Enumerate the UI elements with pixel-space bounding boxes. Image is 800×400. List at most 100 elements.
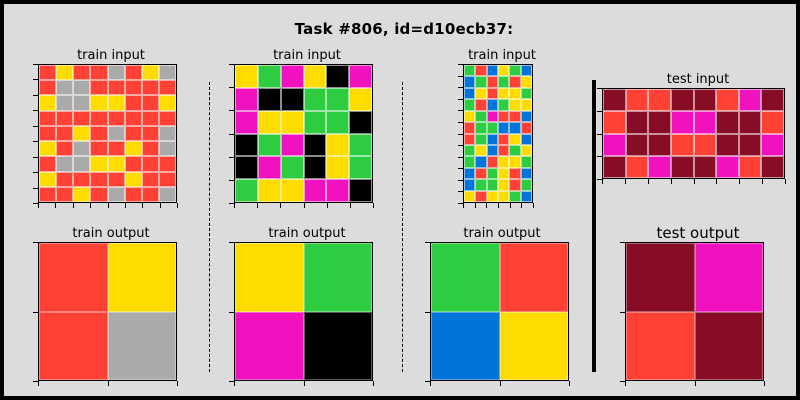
grid-cell — [475, 133, 487, 145]
grid-cell — [39, 80, 57, 96]
x-tick — [160, 203, 161, 208]
x-tick — [373, 203, 374, 208]
grid-cell — [39, 110, 57, 126]
grid-cell — [475, 144, 487, 157]
grid-cell — [107, 110, 125, 126]
grid-cell — [56, 95, 74, 111]
grid-cell — [464, 144, 476, 157]
grid-cell — [257, 156, 281, 180]
grid-cell — [107, 156, 125, 172]
grid-cell — [509, 156, 521, 168]
y-tick — [425, 312, 430, 313]
x-tick — [90, 203, 91, 208]
train-output-grid-2 — [234, 242, 373, 381]
figure-title: Task #806, id=d10ecb37: — [294, 20, 514, 38]
grid-cell — [349, 133, 372, 157]
grid-cell — [56, 141, 74, 157]
y-tick — [458, 203, 463, 204]
y-tick — [33, 141, 38, 142]
y-tick — [229, 134, 234, 135]
grid-cell — [603, 111, 626, 134]
grid-cell — [648, 89, 671, 112]
grid-cell — [90, 80, 108, 96]
grid-cell — [235, 110, 258, 134]
y-tick — [597, 88, 602, 89]
grid-cell — [509, 144, 521, 157]
grid-cell — [158, 110, 176, 126]
grid-cell — [738, 155, 762, 178]
y-tick — [33, 242, 38, 243]
grid-cell — [56, 171, 74, 187]
grid-cell — [303, 65, 327, 88]
grid-cell — [738, 133, 762, 156]
grid-cell — [694, 243, 763, 312]
grid-cell — [509, 167, 521, 180]
grid-cell — [670, 155, 694, 178]
grid-cell — [648, 133, 671, 156]
grid-cell — [90, 156, 108, 172]
grid-cell — [761, 111, 784, 134]
grid-cell — [520, 76, 532, 88]
x-tick — [280, 203, 281, 208]
grid-cell — [509, 179, 521, 191]
grid-cell — [509, 87, 521, 100]
grid-cell — [486, 76, 498, 88]
grid-cell — [625, 111, 649, 134]
grid-cell — [475, 167, 487, 180]
grid-cell — [56, 65, 74, 81]
grid-cell — [141, 125, 159, 142]
grid-cell — [90, 95, 108, 111]
grid-cell — [497, 144, 510, 157]
grid-cell — [56, 186, 74, 202]
grid-cell — [475, 179, 487, 191]
y-tick — [620, 381, 625, 382]
y-tick — [425, 381, 430, 382]
grid-cell — [326, 110, 350, 134]
x-tick — [510, 203, 511, 208]
grid-cell — [694, 311, 763, 380]
panel-label-train-output-3: train output — [463, 226, 541, 241]
grid-cell — [158, 186, 176, 202]
grid-cell — [39, 186, 57, 202]
grid-cell — [520, 167, 532, 180]
y-tick — [229, 157, 234, 158]
grid-cell — [73, 65, 91, 81]
y-tick — [620, 242, 625, 243]
grid-cell — [158, 65, 176, 81]
y-tick — [458, 134, 463, 135]
x-tick — [602, 179, 603, 184]
grid-cell — [509, 133, 521, 145]
x-tick — [671, 179, 672, 184]
grid-cell — [257, 87, 281, 111]
x-tick — [785, 179, 786, 184]
x-tick — [142, 203, 143, 208]
grid-cell — [257, 110, 281, 134]
grid-cell — [124, 141, 142, 157]
grid-cell — [141, 65, 159, 81]
grid-cell — [235, 65, 258, 88]
y-tick — [33, 79, 38, 80]
panel-label-train-input-2: train input — [273, 48, 341, 63]
grid-cell — [693, 111, 717, 134]
y-tick — [229, 203, 234, 204]
grid-cell — [141, 95, 159, 111]
grid-cell — [141, 80, 159, 96]
grid-cell — [497, 76, 510, 88]
grid-cell — [107, 171, 125, 187]
grid-cell — [738, 111, 762, 134]
y-tick — [425, 242, 430, 243]
x-tick — [739, 179, 740, 184]
y-tick — [33, 381, 38, 382]
y-tick — [597, 156, 602, 157]
panel-label-train-input-3: train input — [468, 48, 536, 63]
y-tick — [229, 110, 234, 111]
grid-cell — [107, 95, 125, 111]
y-tick — [229, 87, 234, 88]
grid-cell — [158, 95, 176, 111]
grid-cell — [486, 190, 498, 202]
grid-cell — [486, 110, 498, 123]
grid-cell — [124, 125, 142, 142]
grid-cell — [124, 156, 142, 172]
grid-cell — [509, 122, 521, 134]
y-tick — [33, 157, 38, 158]
